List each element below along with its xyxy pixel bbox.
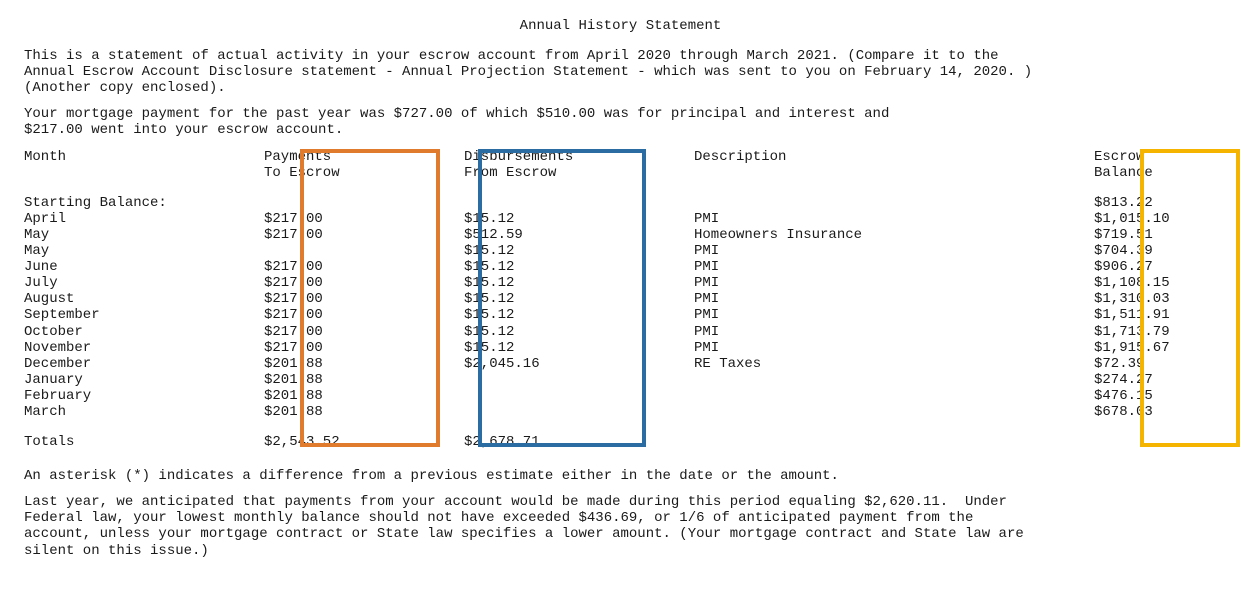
cell-payment: $201.88 — [264, 372, 464, 388]
table-row: September$217.00$15.12PMI$1,511.91 — [24, 307, 1217, 323]
cell-description: RE Taxes — [694, 356, 1094, 372]
cell-payment: $217.00 — [264, 275, 464, 291]
cell-disbursement: $15.12 — [464, 340, 694, 356]
starting-balance-value: $813.22 — [1094, 195, 1217, 211]
cell-balance: $476.15 — [1094, 388, 1217, 404]
cell-month: October — [24, 324, 264, 340]
cell-balance: $1,511.91 — [1094, 307, 1217, 323]
cell-payment: $217.00 — [264, 291, 464, 307]
table-row: May $15.12PMI$704.39 — [24, 243, 1217, 259]
totals-payments: $2,543.52 — [264, 434, 464, 450]
payment-paragraph: Your mortgage payment for the past year … — [24, 106, 1217, 138]
page-title: Annual History Statement — [24, 18, 1217, 34]
cell-month: August — [24, 291, 264, 307]
cell-payment — [264, 243, 464, 259]
cell-payment: $217.00 — [264, 211, 464, 227]
cell-description — [694, 372, 1094, 388]
cell-balance: $1,713.79 — [1094, 324, 1217, 340]
cell-balance: $906.27 — [1094, 259, 1217, 275]
cell-balance: $719.51 — [1094, 227, 1217, 243]
header-disbursements: Disbursements From Escrow — [464, 149, 694, 195]
table-header-row: Month Payments To Escrow Disbursements F… — [24, 149, 1217, 195]
cell-description — [694, 404, 1094, 420]
cell-description: PMI — [694, 291, 1094, 307]
cell-disbursement — [464, 388, 694, 404]
totals-row: Totals$2,543.52$2,678.71 — [24, 434, 1217, 450]
cell-disbursement: $15.12 — [464, 307, 694, 323]
header-description: Description — [694, 149, 1094, 195]
cell-disbursement: $2,045.16 — [464, 356, 694, 372]
law-paragraph: Last year, we anticipated that payments … — [24, 494, 1217, 558]
cell-disbursement: $15.12 — [464, 259, 694, 275]
header-month: Month — [24, 149, 264, 195]
cell-month: February — [24, 388, 264, 404]
starting-balance-row: Starting Balance: $813.22 — [24, 195, 1217, 211]
cell-month: January — [24, 372, 264, 388]
cell-month: September — [24, 307, 264, 323]
table-row: November$217.00$15.12PMI$1,915.67 — [24, 340, 1217, 356]
cell-balance: $1,015.10 — [1094, 211, 1217, 227]
statement-page: Annual History Statement This is a state… — [0, 0, 1241, 612]
cell-balance: $1,915.67 — [1094, 340, 1217, 356]
cell-disbursement — [464, 404, 694, 420]
starting-balance-label: Starting Balance: — [24, 195, 264, 211]
cell-payment: $217.00 — [264, 340, 464, 356]
cell-payment: $217.00 — [264, 324, 464, 340]
escrow-table-wrap: Month Payments To Escrow Disbursements F… — [24, 149, 1217, 451]
header-balance: Escrow Balance — [1094, 149, 1217, 195]
cell-month: July — [24, 275, 264, 291]
table-row: April$217.00$15.12PMI$1,015.10 — [24, 211, 1217, 227]
intro-paragraph: This is a statement of actual activity i… — [24, 48, 1217, 96]
cell-balance: $678.03 — [1094, 404, 1217, 420]
cell-disbursement: $15.12 — [464, 324, 694, 340]
cell-payment: $201.88 — [264, 356, 464, 372]
cell-month: December — [24, 356, 264, 372]
cell-balance: $274.27 — [1094, 372, 1217, 388]
table-row: March$201.88 $678.03 — [24, 404, 1217, 420]
cell-description — [694, 388, 1094, 404]
table-row: February$201.88 $476.15 — [24, 388, 1217, 404]
cell-disbursement — [464, 372, 694, 388]
cell-balance: $1,108.15 — [1094, 275, 1217, 291]
cell-balance: $704.39 — [1094, 243, 1217, 259]
escrow-table: Month Payments To Escrow Disbursements F… — [24, 149, 1217, 451]
totals-label: Totals — [24, 434, 264, 450]
cell-description: PMI — [694, 324, 1094, 340]
cell-month: May — [24, 243, 264, 259]
cell-description: PMI — [694, 243, 1094, 259]
cell-description: PMI — [694, 275, 1094, 291]
cell-disbursement: $15.12 — [464, 211, 694, 227]
table-row: July$217.00$15.12PMI$1,108.15 — [24, 275, 1217, 291]
cell-description: Homeowners Insurance — [694, 227, 1094, 243]
cell-disbursement: $512.59 — [464, 227, 694, 243]
cell-month: April — [24, 211, 264, 227]
cell-payment: $217.00 — [264, 307, 464, 323]
table-row: January$201.88 $274.27 — [24, 372, 1217, 388]
cell-month: June — [24, 259, 264, 275]
header-payments: Payments To Escrow — [264, 149, 464, 195]
cell-payment: $201.88 — [264, 404, 464, 420]
cell-payment: $217.00 — [264, 227, 464, 243]
table-row: December$201.88$2,045.16RE Taxes$72.39 — [24, 356, 1217, 372]
cell-month: March — [24, 404, 264, 420]
totals-disbursements: $2,678.71 — [464, 434, 694, 450]
cell-payment: $201.88 — [264, 388, 464, 404]
cell-payment: $217.00 — [264, 259, 464, 275]
cell-description: PMI — [694, 307, 1094, 323]
cell-description: PMI — [694, 259, 1094, 275]
cell-balance: $72.39 — [1094, 356, 1217, 372]
table-row: October$217.00$15.12PMI$1,713.79 — [24, 324, 1217, 340]
table-row: August$217.00$15.12PMI$1,310.03 — [24, 291, 1217, 307]
cell-description: PMI — [694, 340, 1094, 356]
asterisk-note: An asterisk (*) indicates a difference f… — [24, 468, 1217, 484]
cell-disbursement: $15.12 — [464, 275, 694, 291]
cell-balance: $1,310.03 — [1094, 291, 1217, 307]
table-row: May$217.00$512.59Homeowners Insurance$71… — [24, 227, 1217, 243]
cell-description: PMI — [694, 211, 1094, 227]
cell-disbursement: $15.12 — [464, 243, 694, 259]
cell-disbursement: $15.12 — [464, 291, 694, 307]
cell-month: November — [24, 340, 264, 356]
table-row: June$217.00$15.12PMI$906.27 — [24, 259, 1217, 275]
cell-month: May — [24, 227, 264, 243]
